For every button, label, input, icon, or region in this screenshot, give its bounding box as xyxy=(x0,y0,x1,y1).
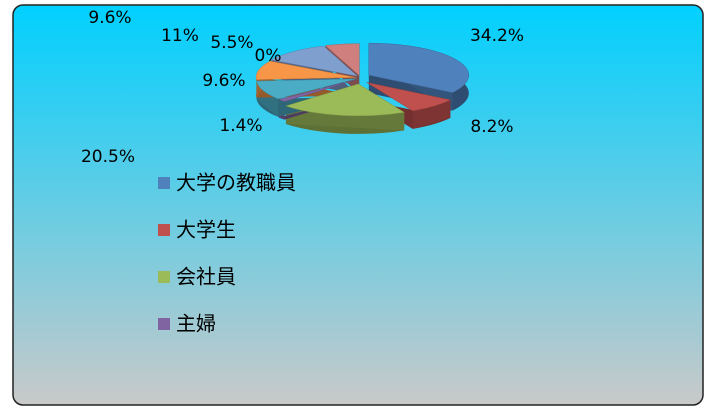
legend-swatch xyxy=(158,271,170,283)
data-label: 9.6% xyxy=(202,71,245,91)
data-label: 20.5% xyxy=(81,147,135,167)
slice xyxy=(277,79,358,102)
data-label: 9.6% xyxy=(88,8,131,28)
legend-swatch xyxy=(158,224,170,236)
legend-swatch xyxy=(158,177,170,189)
legend-label: 大学の教職員 xyxy=(176,171,296,195)
legend-swatch xyxy=(158,318,170,330)
data-label: 8.2% xyxy=(470,117,513,137)
slice xyxy=(366,82,452,112)
legend-label: 大学生 xyxy=(176,218,236,242)
slice xyxy=(270,45,359,77)
slice-side xyxy=(412,99,451,129)
slice xyxy=(324,43,360,77)
slice xyxy=(285,83,405,117)
slice xyxy=(256,78,357,100)
legend-label: 会社員 xyxy=(176,265,236,289)
slice xyxy=(255,60,357,80)
data-label: 11% xyxy=(161,26,199,46)
legend-label: 主婦 xyxy=(176,312,216,336)
data-label: 1.4% xyxy=(219,116,262,136)
slice xyxy=(368,42,470,93)
data-label: 5.5% xyxy=(210,33,253,53)
data-label: 0% xyxy=(255,46,282,66)
chart-area xyxy=(12,4,704,406)
data-label: 34.2% xyxy=(470,26,524,46)
